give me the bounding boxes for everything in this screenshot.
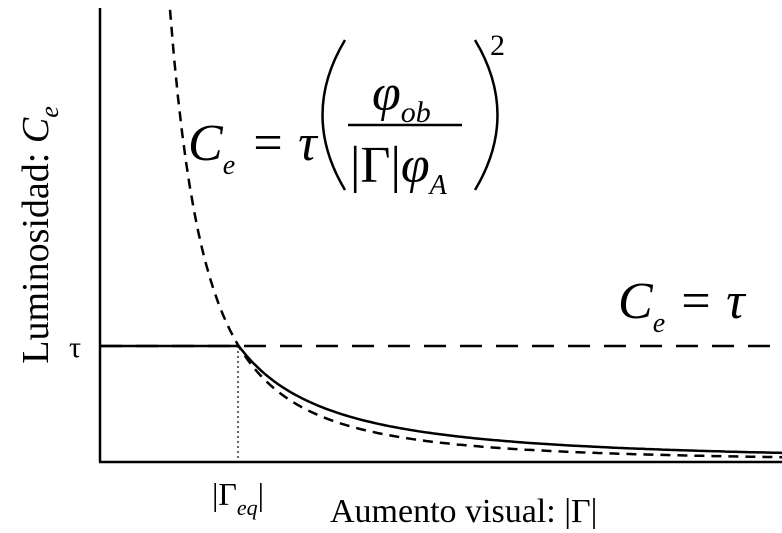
x-tick-part: |Γ <box>212 476 237 512</box>
eq-lhs: Ce <box>188 115 235 181</box>
y-tick: τ <box>69 331 81 364</box>
eq-den: |Γ|φA <box>350 137 448 201</box>
equation-2: Ce = τ <box>618 273 747 339</box>
eq-sym: φ <box>372 65 401 122</box>
y-label-sub: e <box>35 106 64 118</box>
x-tick-part: | <box>258 476 264 512</box>
dashed-curve <box>168 9 782 459</box>
solid-curve <box>100 341 782 455</box>
eq-sub: e <box>223 150 235 181</box>
eq-sym: C <box>618 273 654 330</box>
paren <box>321 39 347 191</box>
eq-sym: |Γ| <box>350 137 401 194</box>
eq-num: φob <box>372 65 431 129</box>
paren <box>473 39 499 191</box>
x-label: Aumento visual: |Γ| <box>330 493 597 530</box>
eq-rel: = τ <box>250 115 319 172</box>
y-label-text: Luminosidad: <box>15 143 57 364</box>
eq-sub: e <box>653 308 665 339</box>
eq-power: 2 <box>490 29 505 62</box>
x-tick: |Γeq| <box>212 476 264 520</box>
eq-sym: C <box>188 115 224 172</box>
eq-sub: ob <box>401 96 431 129</box>
eq-sym: φ <box>401 137 430 194</box>
equation-1: Ce = τ φob |Γ|φA 2 <box>188 29 505 201</box>
eq-rel: = τ <box>678 273 747 330</box>
eq-sub: A <box>428 170 448 201</box>
y-label-symbol: C <box>15 117 57 143</box>
eq-lhs: Ce <box>618 273 665 339</box>
y-label: Luminosidad: Ce <box>15 106 64 364</box>
x-tick-sub: eq <box>237 495 258 520</box>
